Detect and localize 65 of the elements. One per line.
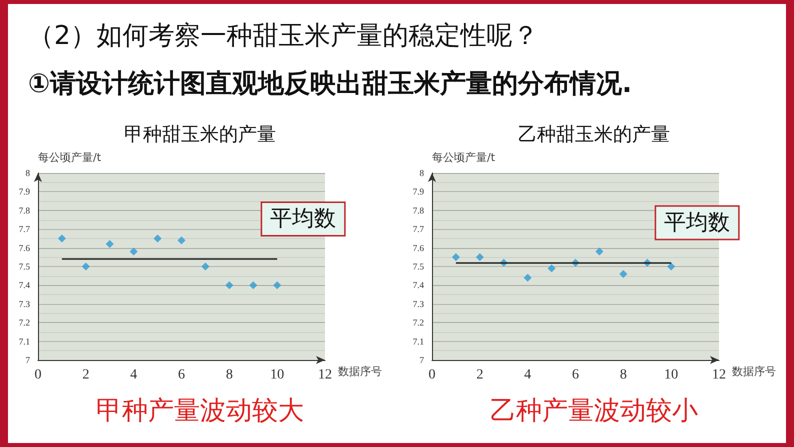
y-tick-label: 7.9: [412, 186, 424, 197]
chart-title: 甲种甜玉米的产量: [124, 124, 276, 146]
y-tick-label: 8: [26, 168, 30, 178]
chart-title: 乙种甜玉米的产量: [518, 124, 670, 146]
y-tick-label: 7: [26, 355, 30, 365]
point: [667, 262, 676, 270]
y-tick-label: 7.3: [18, 298, 30, 309]
y-axis-title: 每公顷产量/t: [432, 151, 496, 164]
y-tick-label: 7: [420, 355, 424, 365]
x-tick-label: 0: [34, 368, 42, 382]
y-tick-label: 7.3: [412, 298, 424, 309]
point: [524, 274, 532, 282]
x-tick-label: 10: [270, 368, 284, 382]
point: [201, 262, 210, 270]
point: [273, 281, 282, 290]
y-tick-label: 7.2: [412, 318, 424, 328]
y-tick-label: 7.4: [18, 280, 30, 290]
point: [476, 253, 484, 262]
point: [178, 236, 186, 244]
x-tick-label: 4: [524, 368, 532, 382]
y-tick-label: 7.5: [412, 262, 424, 272]
y-tick-label: 7.2: [18, 318, 30, 328]
y-axis-title: 每公顷产量/t: [38, 151, 102, 164]
x-tick-label: 2: [82, 368, 90, 382]
x-tick-label: 12: [318, 368, 332, 382]
y-tick-label: 7.8: [412, 205, 424, 216]
y-tick-label: 7.1: [18, 336, 30, 346]
point: [130, 248, 138, 256]
x-tick-label: 0: [428, 368, 436, 382]
ref-line-label: 平均数: [270, 206, 336, 232]
text: （2）如何考察一种甜玉米产量的稳定性呢？: [28, 20, 539, 53]
x-tick-label: 8: [226, 368, 233, 382]
point: [82, 262, 90, 270]
y-tick-label: 7.6: [412, 242, 424, 253]
text: ①请设计统计图直观地反映出甜玉米产量的分布情况.: [28, 68, 632, 101]
x-tick-label: 4: [130, 368, 138, 382]
y-tick-label: 7.9: [18, 186, 30, 197]
x-tick-label: 2: [476, 368, 484, 382]
text: 乙种产量波动较小: [489, 395, 699, 428]
y-tick-label: 7.8: [18, 205, 30, 216]
x-tick-label: 10: [664, 368, 678, 382]
point: [249, 281, 258, 290]
point: [154, 234, 162, 242]
y-tick-label: 7.5: [18, 262, 30, 272]
x-tick-label: 8: [620, 368, 627, 382]
x-tick-label: 6: [178, 368, 185, 382]
x-axis-title: 数据序号: [338, 365, 382, 378]
y-tick-label: 7.7: [18, 224, 30, 234]
text: 甲种产量波动较大: [95, 395, 305, 428]
point: [106, 240, 114, 248]
point: [595, 248, 604, 256]
point: [548, 264, 556, 272]
y-tick-label: 7.1: [412, 336, 424, 346]
point: [225, 281, 234, 290]
y-tick-label: 7.6: [18, 242, 30, 253]
x-tick-label: 6: [572, 368, 579, 382]
x-axis-title: 数据序号: [732, 365, 776, 378]
point: [58, 234, 66, 242]
y-tick-label: 7.4: [412, 280, 424, 290]
point: [619, 270, 628, 278]
y-tick-label: 8: [420, 168, 424, 178]
point: [452, 253, 460, 262]
x-tick-label: 12: [712, 368, 726, 382]
y-tick-label: 7.7: [412, 224, 424, 234]
ref-line-label: 平均数: [664, 210, 730, 236]
